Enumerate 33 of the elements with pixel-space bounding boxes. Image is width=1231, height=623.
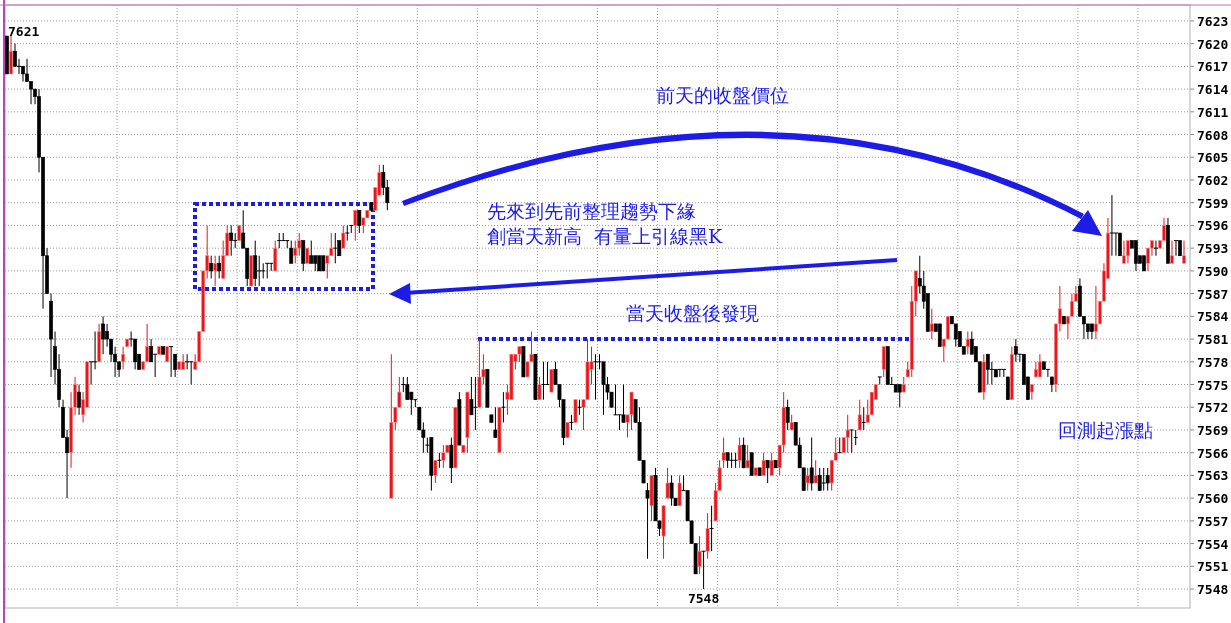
y-tick-label: 7623 (1197, 13, 1229, 29)
y-tick-label: 7620 (1197, 36, 1229, 52)
y-tick-label: 7575 (1197, 377, 1229, 393)
y-tick-label: 7593 (1197, 241, 1229, 257)
y-tick-label: 7602 (1197, 172, 1229, 188)
y-tick-label: 7614 (1197, 82, 1229, 98)
y-tick-label: 7605 (1197, 150, 1229, 166)
y-tick-label: 7566 (1197, 445, 1229, 461)
annotation: 7621 (8, 24, 40, 39)
annotation: 創當天新高 有量上引線黑K (487, 225, 724, 247)
y-tick-label: 7584 (1197, 309, 1229, 325)
y-tick-label: 7563 (1197, 468, 1229, 484)
annotation: 7548 (687, 591, 720, 607)
y-tick-label: 7569 (1197, 422, 1229, 438)
y-tick-label: 7557 (1197, 513, 1229, 529)
annotation: 前天的收盤價位 (655, 84, 789, 106)
y-tick-label: 7587 (1197, 286, 1229, 302)
y-tick-label: 7617 (1197, 59, 1229, 75)
y-tick-label: 7611 (1197, 104, 1229, 120)
annotation: 回測起漲點 (1057, 419, 1153, 441)
annotation: 當天收盤後發現 (625, 302, 759, 324)
annotation: 先來到先前整理趨勢下緣 (487, 200, 696, 222)
y-tick-label: 7554 (1197, 536, 1229, 552)
y-tick-label: 7590 (1197, 263, 1229, 279)
y-tick-label: 7581 (1197, 332, 1229, 348)
y-tick-label: 7608 (1197, 127, 1229, 143)
y-tick-label: 7560 (1197, 491, 1229, 507)
y-tick-label: 7548 (1197, 582, 1229, 598)
y-tick-label: 7599 (1197, 195, 1229, 211)
y-tick-label: 7578 (1197, 354, 1229, 370)
y-tick-label: 7572 (1197, 400, 1229, 416)
y-tick-label: 7551 (1197, 559, 1229, 575)
y-tick-label: 7596 (1197, 218, 1229, 234)
